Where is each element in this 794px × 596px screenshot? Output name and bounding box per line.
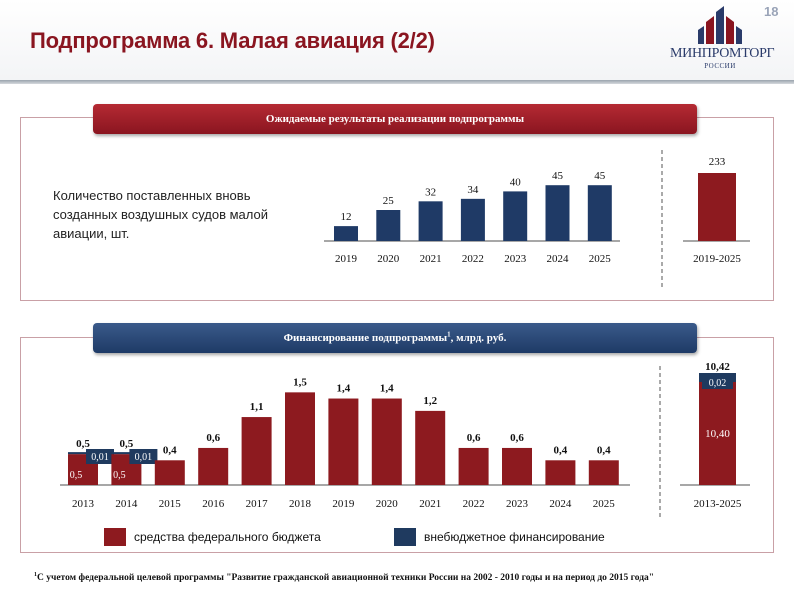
results-year-label: 2021 (420, 253, 442, 265)
finance-total-extra-label-box (702, 374, 733, 389)
financing-banner: Финансирование подпрограммы1, млрд. руб. (93, 323, 697, 353)
finance-value-label: 0,4 (554, 444, 568, 456)
finance-total-extra-label: 0,02 (709, 378, 727, 389)
legend-extra-swatch (394, 528, 416, 546)
finance-federal-bar (285, 392, 315, 485)
legend-extra-label: внебюджетное финансирование (424, 530, 605, 544)
header-band (0, 0, 794, 80)
results-chart: 12 2019 25 2020 32 2021 34 2022 40 2023 45 2024 45 20… (324, 150, 750, 288)
finance-federal-inner-label: 0,5 (113, 470, 126, 481)
finance-federal-bar (371, 398, 402, 485)
finance-federal-bar (154, 460, 185, 485)
finance-value-label: 0,6 (510, 432, 524, 444)
results-panel (20, 117, 774, 301)
finance-year-label: 2018 (289, 498, 312, 510)
finance-value-label: 0,6 (206, 432, 220, 444)
results-description: Количество поставленных вновь созданных … (53, 188, 268, 241)
finance-value-label: 0,5 (120, 438, 134, 450)
finance-federal-bar (241, 417, 272, 485)
finance-extra-label: 0,01 (135, 452, 153, 463)
results-bar (334, 226, 358, 241)
finance-year-label: 2017 (246, 498, 269, 510)
finance-year-label: 2024 (549, 498, 572, 510)
results-value-label: 25 (383, 195, 395, 207)
legend-federal-swatch (104, 528, 126, 546)
logo-subtitle: РОССИИ (704, 62, 736, 70)
finance-value-label: 0,4 (597, 444, 611, 456)
finance-value-label: 1,1 (250, 401, 264, 413)
logo-emblem-icon (698, 6, 742, 44)
results-year-label: 2022 (462, 253, 484, 265)
logo-name: МИНПРОМТОРГ (670, 46, 775, 61)
results-value-label: 12 (341, 211, 352, 223)
finance-extra-label-box (129, 449, 158, 464)
finance-federal-inner-label: 0,5 (70, 470, 83, 481)
finance-federal-bar (328, 398, 359, 485)
page-number: 18 (764, 4, 779, 19)
finance-total-federal-bar (699, 381, 736, 485)
finance-value-label: 1,5 (293, 376, 307, 388)
results-bar (418, 201, 443, 241)
finance-value-label: 1,4 (337, 383, 351, 395)
results-value-label: 32 (425, 186, 436, 198)
finance-year-label: 2015 (159, 498, 182, 510)
finance-extra-bar (111, 452, 142, 455)
finance-federal-bar (545, 460, 576, 485)
finance-year-label: 2021 (419, 498, 441, 510)
finance-year-label: 2016 (202, 498, 225, 510)
results-value-label: 45 (552, 170, 564, 182)
finance-total-category: 2013-2025 (694, 498, 742, 510)
finance-year-label: 2020 (376, 498, 399, 510)
results-bar (545, 185, 570, 241)
finance-extra-label: 0,01 (91, 452, 109, 463)
financing-banner-text: Финансирование подпрограммы (283, 332, 448, 344)
results-total-bar (698, 173, 736, 241)
results-year-label: 2024 (547, 253, 570, 265)
finance-federal-bar (588, 460, 619, 485)
finance-year-label: 2022 (463, 498, 485, 510)
finance-value-label: 0,5 (76, 438, 90, 450)
finance-federal-bar (458, 447, 489, 485)
results-bar (460, 198, 485, 241)
results-total-label: 233 (709, 156, 726, 168)
results-bar (376, 210, 401, 241)
results-value-label: 40 (510, 176, 522, 188)
results-bar (503, 191, 528, 241)
results-year-label: 2020 (377, 253, 400, 265)
finance-total-label: 10,42 (705, 361, 730, 373)
finance-year-label: 2013 (72, 498, 95, 510)
finance-federal-bar (502, 447, 532, 485)
financing-banner-sup: 1 (447, 330, 451, 339)
results-bar (587, 185, 612, 241)
results-banner: Ожидаемые результаты реализации подпрогр… (93, 104, 697, 134)
finance-federal-bar (198, 447, 229, 485)
footnote-sup: 1 (34, 572, 37, 578)
results-year-label: 2019 (335, 253, 358, 265)
financing-banner-unit: , млрд. руб. (450, 332, 507, 344)
finance-value-label: 0,6 (467, 432, 481, 444)
results-total-category: 2019-2025 (693, 253, 741, 265)
financing-chart: 0,50,010,520130,50,010,520140,420150,620… (60, 361, 750, 518)
finance-value-label: 0,4 (163, 444, 177, 456)
finance-total-federal-label: 10,40 (705, 428, 730, 440)
finance-year-label: 2023 (506, 498, 529, 510)
header-divider (0, 80, 794, 84)
finance-value-label: 1,2 (423, 395, 437, 407)
results-year-label: 2023 (504, 253, 527, 265)
footnote: 1С учетом федеральной целевой программы … (34, 572, 654, 583)
results-year-label: 2025 (589, 253, 612, 265)
footnote-text: С учетом федеральной целевой программы "… (37, 573, 655, 584)
results-value-label: 34 (467, 184, 479, 196)
finance-year-label: 2014 (115, 498, 137, 510)
results-value-label: 45 (594, 170, 606, 182)
finance-extra-label-box (86, 449, 114, 464)
finance-year-label: 2019 (332, 498, 355, 510)
finance-federal-bar (415, 410, 446, 485)
finance-value-label: 1,4 (380, 383, 394, 395)
ministry-logo: МИНПРОМТОРГ РОССИИ (670, 4, 775, 76)
legend-federal-label: средства федерального бюджета (134, 530, 321, 544)
finance-extra-bar (68, 452, 98, 455)
page-title: Подпрограмма 6. Малая авиация (2/2) (30, 28, 435, 53)
finance-year-label: 2025 (593, 498, 616, 510)
